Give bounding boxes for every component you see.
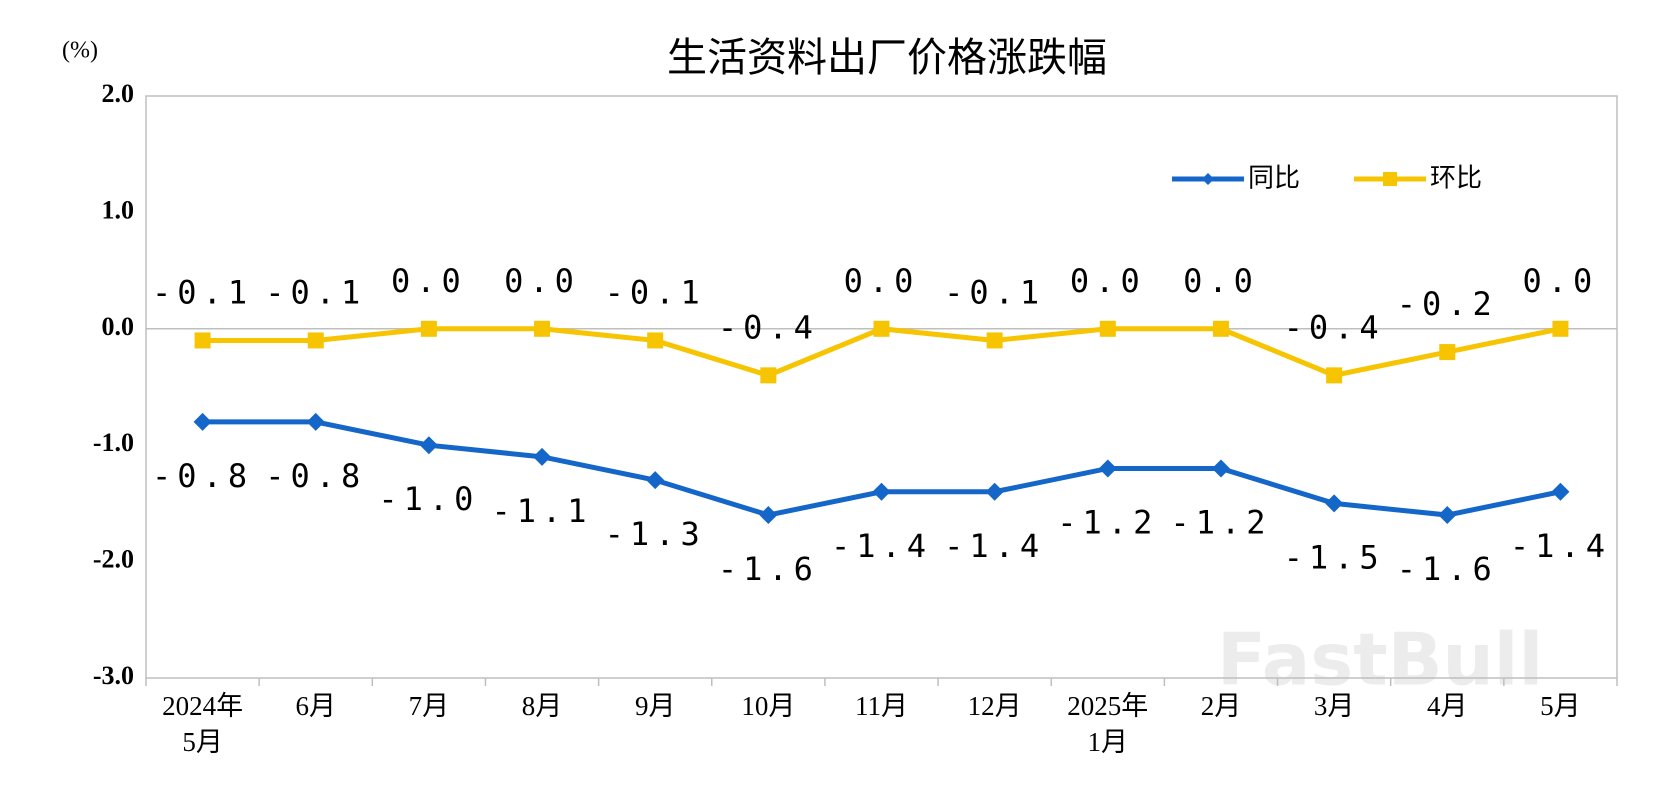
marker — [1439, 344, 1456, 361]
x-tick-label: 7月 — [408, 691, 450, 721]
marker — [1325, 494, 1344, 513]
x-tick-label: 2月 — [1200, 691, 1242, 721]
x-tick-label: 2025年 1月 — [1067, 691, 1149, 757]
x-tick-label: 5月 — [1540, 691, 1581, 721]
data-label: -1.5 — [1284, 538, 1385, 576]
data-label: 0.0 — [504, 262, 580, 300]
marker — [420, 320, 437, 337]
data-label: 0.0 — [1523, 262, 1599, 300]
marker — [1326, 367, 1343, 384]
data-label: -0.1 — [605, 273, 706, 311]
marker — [1099, 320, 1116, 337]
data-label: -0.8 — [152, 457, 253, 495]
data-label: -0.4 — [1284, 308, 1385, 346]
data-label: -0.1 — [152, 273, 253, 311]
marker — [985, 482, 1004, 501]
legend-label: 环比 — [1430, 164, 1482, 194]
data-label: -1.2 — [1170, 503, 1271, 541]
data-label: -1.6 — [718, 550, 819, 588]
marker — [194, 332, 211, 349]
legend-marker — [1202, 173, 1214, 185]
marker — [647, 332, 664, 349]
marker — [193, 412, 212, 431]
plot-area — [145, 95, 1618, 679]
marker — [307, 332, 324, 349]
data-label: 0.0 — [391, 262, 467, 300]
y-tick-label: -2.0 — [93, 545, 134, 574]
y-axis-label: (%) — [62, 38, 98, 64]
x-tick-label: 9月 — [634, 691, 676, 721]
marker — [1551, 482, 1570, 501]
x-tick-label: 6月 — [295, 691, 336, 721]
marker — [646, 471, 665, 490]
data-label: -1.0 — [378, 480, 479, 518]
marker — [986, 332, 1003, 349]
data-label: -1.4 — [944, 527, 1045, 565]
chart-title: 生活资料出厂价格涨跌幅 — [667, 35, 1107, 81]
data-label: -1.4 — [831, 527, 932, 565]
data-label: 0.0 — [1070, 262, 1146, 300]
data-label: -1.2 — [1057, 503, 1158, 541]
marker — [533, 447, 552, 466]
marker — [419, 436, 438, 455]
data-label: -0.4 — [718, 308, 819, 346]
marker — [759, 506, 778, 525]
marker — [306, 412, 325, 431]
data-label: -1.3 — [605, 515, 706, 553]
x-tick-label: 3月 — [1313, 691, 1355, 721]
data-label: -1.4 — [1510, 527, 1611, 565]
x-tick-label: 8月 — [521, 691, 563, 721]
y-tick-label: 2.0 — [102, 79, 135, 108]
data-label: -0.1 — [265, 273, 366, 311]
data-label: -1.1 — [492, 492, 593, 530]
legend-marker — [1383, 172, 1397, 186]
marker — [1438, 506, 1457, 525]
marker — [534, 320, 551, 337]
marker — [1211, 459, 1230, 478]
data-label: -0.2 — [1397, 285, 1498, 323]
marker — [1098, 459, 1117, 478]
x-tick-label: 4月 — [1427, 691, 1468, 721]
y-tick-label: 1.0 — [102, 195, 135, 224]
x-tick-label: 2024年 5月 — [162, 691, 244, 757]
data-label: 0.0 — [844, 262, 920, 300]
x-tick-label: 11月 — [855, 691, 908, 721]
y-tick-label: -1.0 — [93, 428, 134, 457]
x-tick-label: 10月 — [741, 691, 796, 721]
data-label: -1.6 — [1397, 550, 1498, 588]
data-label: -0.1 — [944, 273, 1045, 311]
marker — [1552, 320, 1569, 337]
watermark: FastBull — [1217, 618, 1543, 702]
data-label: -0.8 — [265, 457, 366, 495]
marker — [760, 367, 777, 384]
marker — [872, 482, 891, 501]
marker — [1212, 320, 1229, 337]
y-tick-label: -3.0 — [93, 661, 134, 690]
y-tick-label: 0.0 — [102, 312, 135, 341]
data-label: 0.0 — [1183, 262, 1259, 300]
legend-label: 同比 — [1248, 164, 1300, 194]
x-tick-label: 12月 — [967, 691, 1022, 721]
marker — [873, 320, 890, 337]
